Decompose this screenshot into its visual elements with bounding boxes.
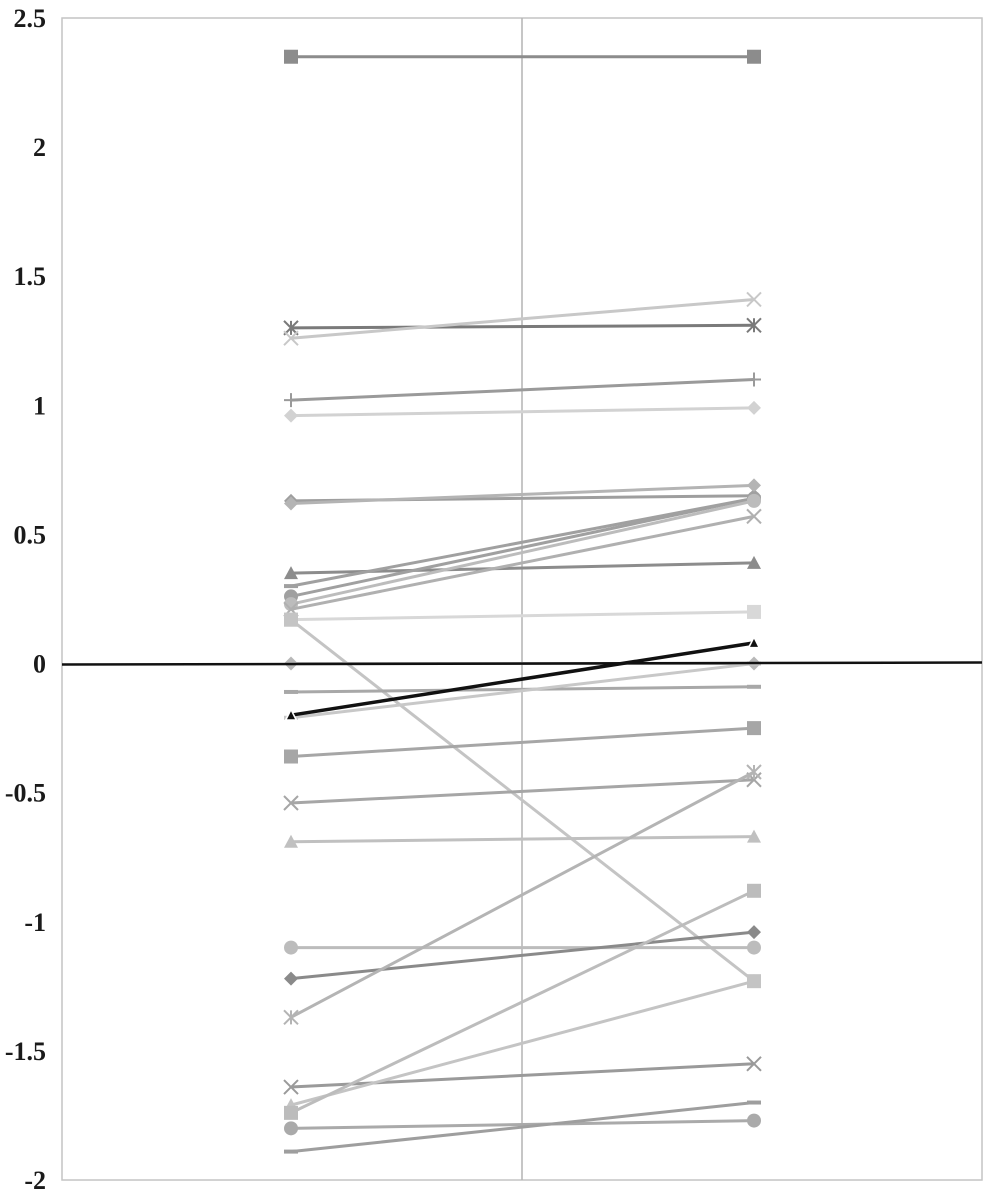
series-line <box>290 641 755 717</box>
series <box>284 925 761 986</box>
y-tick-label: -0.5 <box>5 779 46 808</box>
series-line <box>290 496 755 598</box>
data-point-circle <box>284 1121 298 1136</box>
data-point-circle <box>284 940 298 955</box>
data-point-diamond <box>284 971 298 986</box>
series-line <box>290 930 755 981</box>
y-tick-label: 2.5 <box>14 4 47 33</box>
data-point-x <box>746 291 762 308</box>
series <box>284 1113 761 1136</box>
data-point-circle <box>747 493 761 508</box>
data-point-asterisk <box>746 764 762 780</box>
series-line <box>290 499 755 606</box>
data-point-diamond <box>284 408 298 423</box>
y-tick-label: 0 <box>33 650 46 679</box>
data-point-triangle <box>747 555 761 569</box>
series-line <box>290 496 755 588</box>
data-point-triangle <box>284 834 298 848</box>
series-line <box>290 323 755 330</box>
data-point-triangle <box>747 829 761 843</box>
data-point-circle <box>747 940 761 955</box>
series-line <box>290 610 755 622</box>
y-tick-label: -1.5 <box>5 1037 46 1066</box>
series-line <box>290 778 755 805</box>
data-point-x <box>283 795 299 811</box>
y-tick-label: 1.5 <box>14 262 47 291</box>
data-point-triangle <box>750 638 758 647</box>
y-axis-ticks: 2.5 2 1.5 1 0.5 0 -0.5 -1 -1.5 -2 <box>5 4 46 1195</box>
series <box>284 721 761 764</box>
series <box>284 940 761 955</box>
series-line <box>290 1119 755 1130</box>
highlight-layer <box>284 635 761 722</box>
data-point-x <box>746 1056 762 1072</box>
data-point-x <box>283 1079 299 1095</box>
series-line <box>290 483 755 505</box>
series <box>284 635 761 722</box>
series-line <box>290 835 755 844</box>
data-point-x <box>746 508 762 525</box>
series <box>283 764 762 1026</box>
series-line <box>290 1101 755 1154</box>
series <box>284 829 761 848</box>
data-point-plus <box>284 393 298 408</box>
data-point-x <box>283 330 299 346</box>
series-line <box>290 618 755 983</box>
data-point-square <box>284 749 298 764</box>
series-line <box>290 297 755 340</box>
series-line <box>290 726 755 759</box>
data-point-asterisk <box>283 1009 299 1026</box>
series <box>284 478 761 511</box>
data-point-diamond <box>747 400 761 415</box>
series-line <box>290 979 755 1107</box>
data-point-square <box>747 49 761 64</box>
data-point-diamond <box>747 478 761 493</box>
series-line <box>290 889 755 1115</box>
data-point-triangle <box>287 711 295 720</box>
series-line <box>290 406 755 418</box>
series <box>283 772 762 811</box>
data-point-square <box>284 1105 298 1120</box>
data-point-square <box>747 604 761 619</box>
series <box>283 291 762 346</box>
series <box>284 49 761 64</box>
data-point-plus <box>747 372 761 387</box>
y-tick-label: -1 <box>24 908 46 937</box>
series-line <box>290 514 755 611</box>
data-point-triangle <box>284 566 298 580</box>
data-point-diamond <box>747 925 761 940</box>
y-tick-label: -2 <box>24 1166 46 1195</box>
series <box>284 372 761 408</box>
zero-reference-line <box>61 661 983 666</box>
series-line <box>290 662 755 720</box>
series <box>284 883 761 1120</box>
series-line <box>290 378 755 402</box>
data-point-circle <box>747 1113 761 1128</box>
data-point-diamond <box>284 496 298 511</box>
y-tick-label: 1 <box>33 391 46 420</box>
data-point-square <box>747 883 761 898</box>
data-point-square <box>284 612 298 627</box>
data-point-triangle <box>747 974 761 988</box>
data-point-square <box>747 721 761 736</box>
series <box>284 1100 761 1154</box>
data-point-asterisk <box>746 317 762 333</box>
y-tick-label: 0.5 <box>14 520 47 549</box>
series-line <box>290 770 755 1019</box>
series <box>284 400 761 423</box>
y-tick-label: 2 <box>33 133 46 162</box>
series-layer <box>283 49 762 1154</box>
data-point-square <box>284 49 298 64</box>
